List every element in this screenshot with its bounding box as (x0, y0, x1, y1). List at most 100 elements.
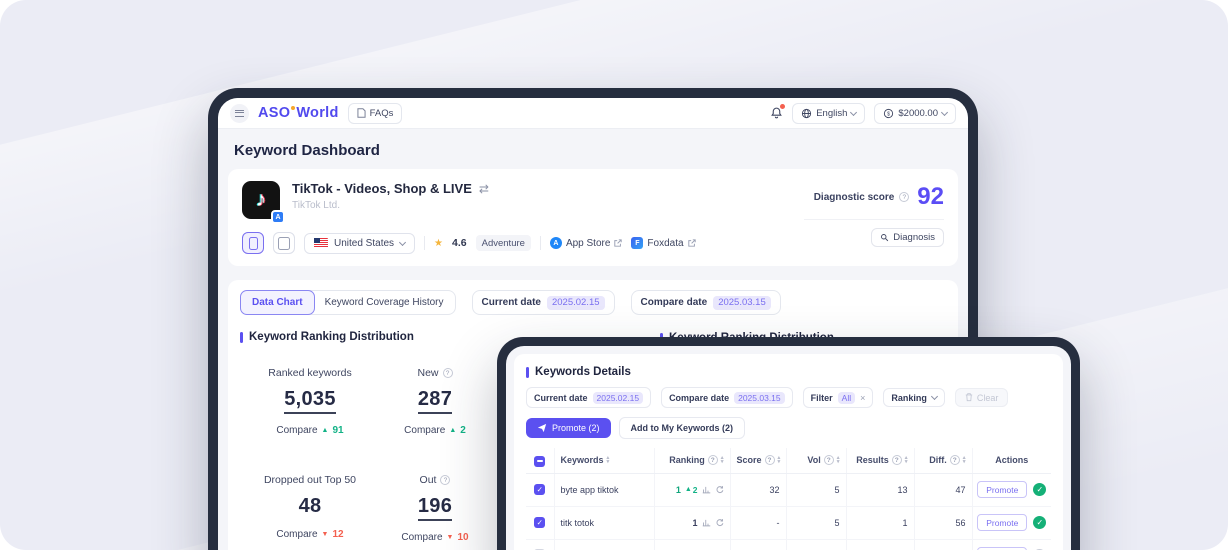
foxdata-link[interactable]: Foxdata (631, 237, 696, 249)
top-navbar: ASO World FAQs English (218, 98, 968, 129)
app-store-link[interactable]: App Store (549, 237, 623, 249)
topbar-right-cluster: English $ $2000.00 (770, 102, 956, 124)
help-icon[interactable] (823, 455, 834, 466)
col-results: Results (856, 455, 889, 466)
divider (804, 219, 944, 220)
tab-data-chart[interactable]: Data Chart (240, 290, 315, 315)
help-icon[interactable] (707, 455, 718, 466)
row-checkbox[interactable] (534, 517, 546, 529)
add-to-my-keywords-button[interactable]: Add to My Keywords (2) (618, 417, 746, 439)
diff-cell: 47 (914, 473, 973, 507)
dollar-coin-icon: $ (884, 108, 894, 118)
title-accent-bar (240, 331, 243, 343)
kw-compare-date-value[interactable]: 2025.03.15 (734, 391, 785, 404)
magnifier-icon (881, 234, 889, 242)
balance-dropdown[interactable]: $ $2000.00 (874, 102, 956, 124)
diagnostic-score-label: Diagnostic score (813, 191, 895, 203)
score-cell: 28 (730, 539, 787, 550)
divider (539, 236, 541, 250)
chevron-down-icon (930, 392, 938, 401)
country-dropdown[interactable]: United States (304, 232, 416, 254)
chart-tabs: Data Chart Keyword Coverage History (240, 290, 456, 315)
select-all-checkbox[interactable] (534, 455, 546, 467)
stat-value[interactable]: 287 (417, 388, 453, 414)
help-icon[interactable] (440, 475, 451, 485)
promote-selected-label: Promote (2) (552, 423, 600, 433)
star-icon: ★ (434, 237, 444, 249)
language-dropdown[interactable]: English (792, 102, 866, 124)
col-keywords: Keywords (560, 455, 604, 466)
rank-history-chart-icon[interactable] (702, 518, 711, 527)
tiktok-app-icon (242, 181, 285, 224)
app-info-card: TikTok - Videos, Shop & LIVE ⇄ TikTok Lt… (228, 169, 958, 266)
current-date-value[interactable]: 2025.02.15 (546, 295, 605, 310)
stat-value: 48 (298, 495, 322, 517)
sort-icon[interactable] (778, 456, 781, 465)
score-cell: 32 (730, 473, 787, 507)
external-link-icon (687, 239, 696, 247)
refresh-icon[interactable] (715, 518, 724, 527)
sidebar-toggle-button[interactable] (230, 103, 249, 123)
keywords-filter-row: Current date 2025.02.15 Compare date 202… (526, 387, 1051, 408)
help-icon[interactable] (891, 455, 902, 466)
clear-filter-icon[interactable] (860, 393, 865, 403)
app-meta-row: United States ★ 4.6 Adventure App Store (242, 232, 944, 254)
sort-icon[interactable] (721, 456, 724, 465)
stat-value[interactable]: 5,035 (284, 388, 336, 414)
bell-icon (771, 107, 783, 119)
promote-row-button[interactable]: Promote (977, 514, 1028, 532)
rank-history-chart-icon[interactable] (702, 485, 711, 494)
row-checkbox[interactable] (534, 484, 546, 496)
sort-icon[interactable] (963, 456, 966, 465)
app-head: TikTok - Videos, Shop & LIVE ⇄ TikTok Lt… (242, 181, 944, 224)
diagnosis-button[interactable]: Diagnosis (871, 228, 944, 247)
stat-dropped-out-top-50: Dropped out Top 50 48 Compare 12 (240, 470, 380, 543)
app-rating: 4.6 (452, 237, 467, 249)
trash-icon (965, 393, 973, 402)
clear-button-disabled[interactable]: Clear (954, 388, 1009, 407)
left-section-title: Keyword Ranking Distribution (240, 331, 946, 343)
stat-new: New 287 Compare 2 (380, 363, 490, 436)
foxdata-icon (631, 237, 644, 249)
diagnostic-score-value: 92 (917, 183, 944, 210)
kw-current-date-value[interactable]: 2025.02.15 (592, 391, 644, 404)
help-icon[interactable] (949, 455, 960, 466)
aso-world-logo[interactable]: ASO World (258, 105, 339, 121)
stat-compare: Compare 2 (380, 425, 490, 436)
diff-cell: 56 (914, 506, 973, 540)
compare-date-label: Compare date (640, 297, 708, 308)
stat-label: Ranked keywords (268, 367, 352, 379)
filter-value-chip[interactable]: All (837, 391, 856, 404)
help-icon[interactable] (899, 192, 910, 202)
category-tag: Adventure (475, 235, 531, 251)
app-store-mini-badge-icon (271, 210, 285, 224)
ranking-dropdown[interactable]: Ranking (883, 388, 945, 407)
table-row: byte app tiktok 1 2 32 5 13 47 Pro (526, 473, 1051, 507)
tab-keyword-coverage-history[interactable]: Keyword Coverage History (324, 297, 444, 308)
sort-icon[interactable] (905, 456, 908, 465)
added-check-icon[interactable] (1033, 483, 1047, 497)
notifications-button[interactable] (770, 104, 786, 120)
arrow-up-icon (322, 427, 329, 434)
table-header-row: Keywords Ranking Score Vol Results Diff.… (526, 448, 1051, 474)
sort-icon[interactable] (607, 456, 610, 465)
faqs-button[interactable]: FAQs (347, 102, 403, 124)
page-title: Keyword Dashboard (234, 142, 380, 159)
sort-icon[interactable] (837, 456, 840, 465)
added-check-icon[interactable] (1033, 516, 1047, 530)
device-toggle-phone[interactable] (242, 232, 264, 254)
refresh-icon[interactable] (715, 485, 724, 494)
switch-app-icon[interactable]: ⇄ (478, 181, 489, 196)
help-icon[interactable] (764, 455, 775, 466)
table-row: titk totok 1 - 5 1 56 Promote (526, 506, 1051, 540)
compare-date-value[interactable]: 2025.03.15 (713, 295, 771, 310)
stat-value[interactable]: 196 (417, 495, 453, 521)
help-icon[interactable] (442, 368, 453, 378)
notification-badge (780, 104, 786, 109)
device-toggle-tablet[interactable] (273, 232, 295, 254)
app-name: TikTok - Videos, Shop & LIVE (292, 181, 472, 196)
rank-delta: 2 (685, 485, 698, 495)
promote-selected-button[interactable]: Promote (2) (526, 418, 611, 438)
chart-controls: Data Chart Keyword Coverage History Curr… (240, 290, 946, 315)
promote-row-button[interactable]: Promote (977, 481, 1028, 499)
